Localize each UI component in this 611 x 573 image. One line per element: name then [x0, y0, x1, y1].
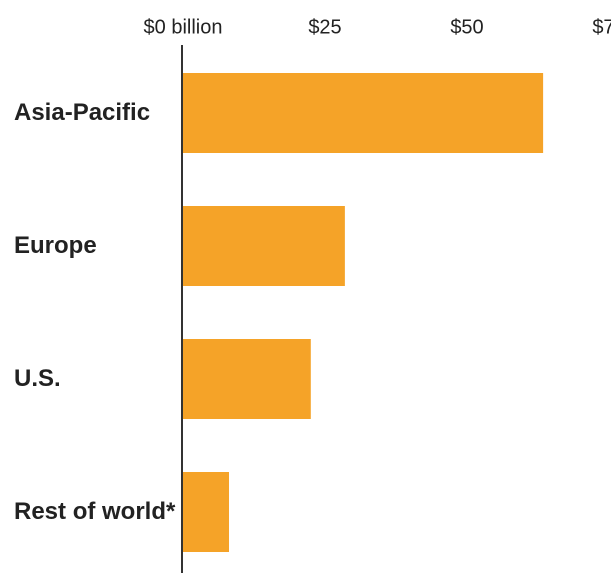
x-tick-label: $75 — [592, 16, 611, 38]
category-label: Rest of world* — [14, 498, 176, 525]
x-tick-label: $50 — [450, 16, 483, 38]
bar — [183, 206, 345, 286]
bar — [183, 73, 544, 153]
x-tick-label: $25 — [308, 16, 341, 38]
x-tick-label: $0 billion — [144, 16, 223, 38]
bar — [183, 472, 230, 552]
category-label: U.S. — [14, 365, 61, 392]
category-label: Asia-Pacific — [14, 99, 151, 126]
bar — [183, 339, 311, 419]
category-label: Europe — [14, 232, 97, 259]
